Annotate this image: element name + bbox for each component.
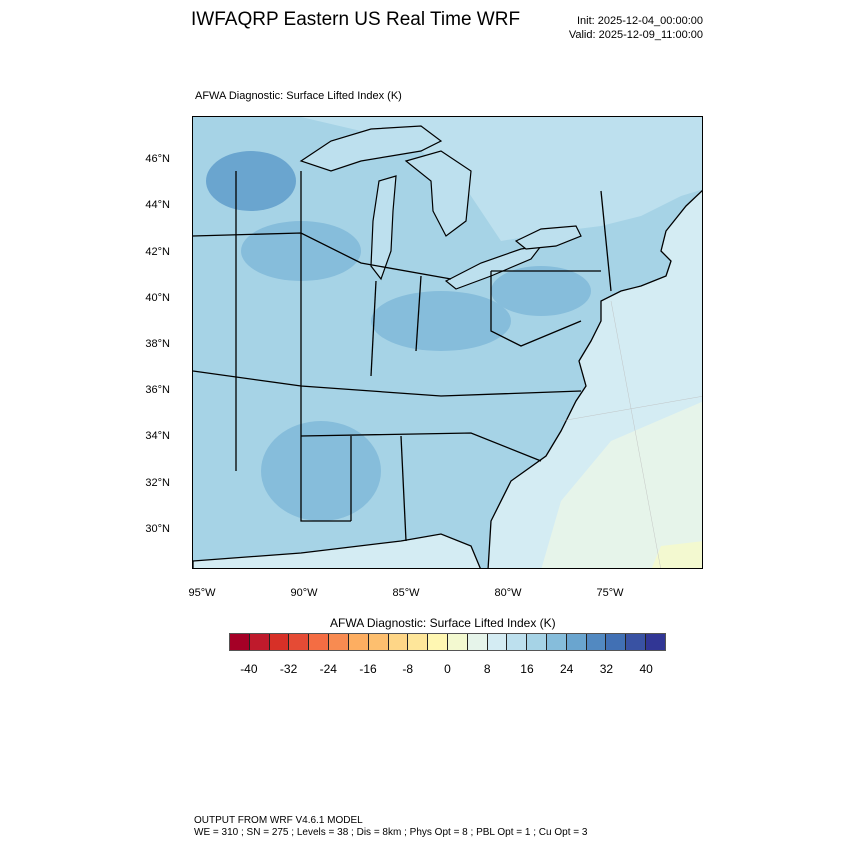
plot-main-title: IWFAQRP Eastern US Real Time WRF (191, 9, 521, 30)
lake-huron (404, 150, 472, 237)
lat-label: 38°N (145, 338, 170, 350)
colorbar-title: AFWA Diagnostic: Surface Lifted Index (K… (330, 616, 556, 630)
colorbar-label: -8 (402, 662, 414, 676)
colorbar-box (230, 634, 250, 650)
colorbar-box (309, 634, 330, 650)
high-li-patch (371, 291, 511, 351)
lat-label: 42°N (145, 246, 170, 258)
valid-time: Valid: 2025-12-09_11:00:00 (568, 29, 703, 41)
colorbar-box (428, 634, 448, 650)
state-borders (193, 171, 612, 542)
lifted-index-map (192, 116, 703, 569)
colorbar-box (329, 634, 349, 650)
lat-label: 40°N (145, 292, 170, 304)
colorbar-label: 0 (444, 662, 451, 676)
colorbar (229, 633, 666, 651)
lat-label: 30°N (145, 523, 170, 535)
init-time: Init: 2025-12-04_00:00:00 (577, 15, 703, 27)
colorbar-box (586, 634, 607, 650)
lon-label: 90°W (290, 587, 318, 599)
lake-ontario (514, 225, 582, 250)
colorbar-box (467, 634, 488, 650)
ocean-far (541, 401, 702, 568)
colorbar-label: 8 (483, 662, 491, 676)
time-info: Init: 2025-12-04_00:00:00 Valid: 2025-12… (569, 14, 703, 42)
colorbar-label: 16 (520, 662, 534, 676)
canada-region (301, 117, 702, 241)
lon-label: 75°W (596, 587, 624, 599)
model-info: OUTPUT FROM WRF V4.6.1 MODEL WE = 310 ; … (194, 815, 587, 839)
colorbar-label: 24 (559, 662, 574, 676)
map-svg (193, 117, 702, 568)
colorbar-box (269, 634, 290, 650)
colorbar-box (487, 634, 508, 650)
colorbar-box (626, 634, 647, 650)
gulf-of-mexico (193, 533, 481, 568)
colorbar-label: 32 (599, 662, 614, 676)
colorbar-box (606, 634, 627, 650)
lake-erie (444, 245, 543, 290)
lon-label: 95°W (188, 587, 216, 599)
lake-michigan (370, 175, 397, 281)
lat-label: 34°N (145, 430, 170, 442)
colorbar-label: 40 (639, 662, 653, 676)
colorbar-box (368, 634, 389, 650)
ocean-far-south (651, 541, 702, 568)
colorbar-box (527, 634, 547, 650)
colorbar-box (547, 634, 567, 650)
colorbar-label: -24 (319, 662, 337, 676)
lake-superior (299, 125, 443, 172)
high-li-patch (206, 151, 296, 211)
colorbar-box (348, 634, 369, 650)
colorbar-box (646, 634, 665, 650)
colorbar-box (447, 634, 468, 650)
graticule (560, 300, 702, 568)
colorbar-box (249, 634, 270, 650)
model-config: WE = 310 ; SN = 275 ; Levels = 38 ; Dis … (194, 827, 588, 838)
lat-label: 36°N (145, 384, 170, 396)
colorbar-label: -40 (240, 662, 258, 676)
colorbar-box (408, 634, 429, 650)
high-li-patch (491, 266, 591, 316)
lat-label: 46°N (145, 153, 170, 165)
colorbar-label: -32 (279, 662, 298, 676)
lon-label: 80°W (494, 587, 522, 599)
lon-label: 85°W (392, 587, 420, 599)
colorbar-box (289, 634, 310, 650)
colorbar-label: -16 (359, 662, 377, 676)
colorbar-box (507, 634, 528, 650)
lat-label: 44°N (145, 199, 170, 211)
colorbar-box (388, 634, 409, 650)
model-version: OUTPUT FROM WRF V4.6.1 MODEL (194, 815, 363, 826)
lat-label: 32°N (145, 477, 170, 489)
field-title: AFWA Diagnostic: Surface Lifted Index (K… (195, 90, 402, 102)
colorbar-box (566, 634, 587, 650)
